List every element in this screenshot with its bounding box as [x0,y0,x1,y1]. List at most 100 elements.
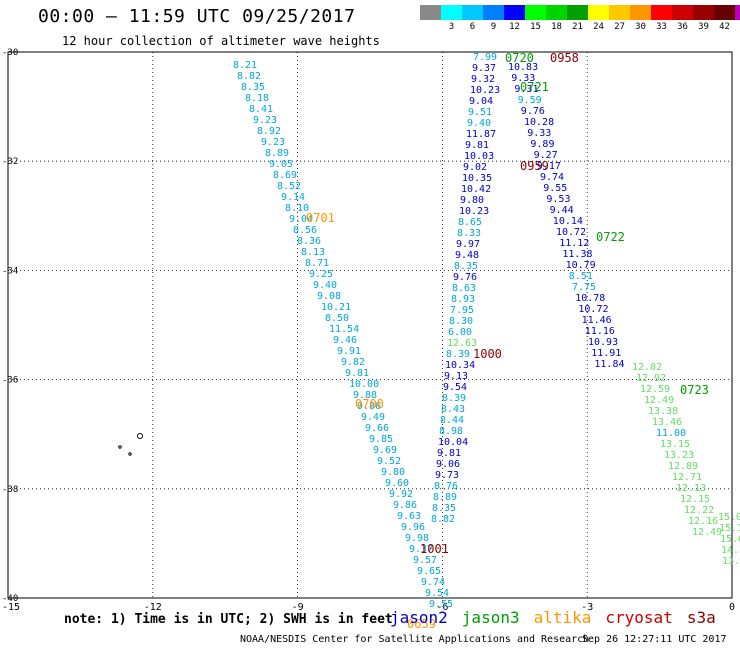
color-swatch [483,5,504,20]
wave-height-value: 8.39 [446,349,470,360]
wave-height-value: 10.83 [508,62,538,73]
wave-height-value: 9.74 [540,172,564,183]
wave-height-value: 10.34 [445,360,475,371]
color-swatch [735,5,740,20]
wave-height-value: 9.53 [546,194,570,205]
color-scale-label: 42 [719,22,730,32]
color-swatch [567,5,588,20]
wave-height-value: 8.82 [237,71,261,82]
wave-height-value: 12.92 [636,373,666,384]
wave-height-value: 9.76 [453,272,477,283]
color-scale-label: 9 [490,22,497,32]
wave-height-value: 9.17 [537,161,561,172]
lat-tick-label: -40 [2,594,18,604]
wave-height-value: 11.46 [582,315,612,326]
lon-tick-label: -15 [2,602,20,613]
wave-height-value: 9.86 [393,500,417,511]
wave-height-value: 15.1 [719,523,740,534]
lat-tick-label: -30 [2,48,18,58]
wave-height-value: 9.55 [543,183,567,194]
wave-height-value: 9.40 [467,118,491,129]
wave-height-value: 9.13 [444,371,468,382]
wave-height-value: 8.69 [273,170,297,181]
wave-height-value: 9.48 [455,250,479,261]
wave-height-value: 13.9 [722,556,740,567]
wave-height-value: 11.38 [562,249,592,260]
lat-tick-label: -32 [2,157,18,167]
wave-height-value: 8.13 [301,247,325,258]
wave-height-value: 12.59 [640,384,670,395]
color-swatch [588,5,609,20]
wave-height-value: 10.14 [553,216,583,227]
lat-tick-label: -38 [2,485,18,495]
wave-height-value: 15.6 [720,534,740,545]
wave-height-value: 9.37 [409,544,433,555]
wave-height-value: 8.92 [257,126,281,137]
wave-height-value: 10.28 [524,117,554,128]
wave-height-value: 8.65 [458,217,482,228]
wave-height-value: 11.87 [466,129,496,140]
pass-time-label: 0659 [407,617,436,631]
wave-height-value: 11.16 [585,326,615,337]
wave-height-value: 10.93 [588,337,618,348]
wave-height-value: 12.13 [676,483,706,494]
lat-tick-label: -34 [2,266,18,276]
lat-tick-label: -36 [2,376,18,386]
credit-text: NOAA/NESDIS Center for Satellite Applica… [240,634,590,645]
wave-height-value: 9.32 [471,74,495,85]
generated-timestamp: Sep 26 12:27:11 UTC 2017 [582,634,727,645]
wave-height-value: 9.23 [261,137,285,148]
pass-time-label: 0958 [550,51,579,65]
wave-height-value: 8.44 [440,415,464,426]
wave-height-value: 10.23 [459,206,489,217]
wave-height-value: 9.89 [530,139,554,150]
pass-time-label: 0721 [520,80,549,94]
wave-height-value: 8.35 [454,261,478,272]
wave-height-value: 10.78 [575,293,605,304]
wave-height-value: 9.33 [511,73,535,84]
wave-height-value: 9.60 [385,478,409,489]
color-swatch [504,5,525,20]
color-swatch [546,5,567,20]
wave-height-value: 7.75 [572,282,596,293]
wave-height-value: 7.99 [473,52,497,63]
wave-height-value: 12.15 [680,494,710,505]
wave-height-value: 9.04 [469,96,493,107]
color-swatch [714,5,735,20]
wave-height-value: 8.39 [442,393,466,404]
wave-height-value: 10.21 [321,302,351,313]
map-frame [7,51,733,599]
wave-height-value: 9.97 [456,239,480,250]
wave-height-value: 9.46 [333,335,357,346]
wave-height-value: 9.82 [341,357,365,368]
color-scale-label: 24 [593,22,604,32]
wave-height-value: 10.72 [556,227,586,238]
wave-height-value: 12.89 [668,461,698,472]
wave-height-value: 10.03 [464,151,494,162]
wave-height-value: 13.46 [652,417,682,428]
lon-tick-label: 0 [729,602,735,613]
wave-height-value: 9.80 [460,195,484,206]
wave-height-value: 9.74 [421,577,445,588]
pass-time-label: 0700 [355,397,384,411]
wave-height-value: 8.93 [451,294,475,305]
wave-height-value: 9.54 [443,382,467,393]
color-scale-label: 30 [635,22,646,32]
wave-height-value: 9.81 [465,140,489,151]
color-scale-label: 15 [530,22,541,32]
wave-height-value: 9.59 [518,95,542,106]
wave-height-value: 8.76 [434,481,458,492]
wave-height-value: 8.51 [569,271,593,282]
wave-height-value: 12.22 [684,505,714,516]
wave-height-value: 9.73 [435,470,459,481]
wave-height-value: 9.69 [373,445,397,456]
wave-height-value: 9.04 [289,214,313,225]
lon-tick-label: -9 [292,602,304,613]
wave-height-value: 8.30 [449,316,473,327]
wave-height-value: 8.21 [233,60,257,71]
wave-height-value: 9.23 [253,115,277,126]
wave-height-value: 9.91 [337,346,361,357]
wave-height-value: 9.08 [317,291,341,302]
wave-height-value: 11.54 [329,324,359,335]
